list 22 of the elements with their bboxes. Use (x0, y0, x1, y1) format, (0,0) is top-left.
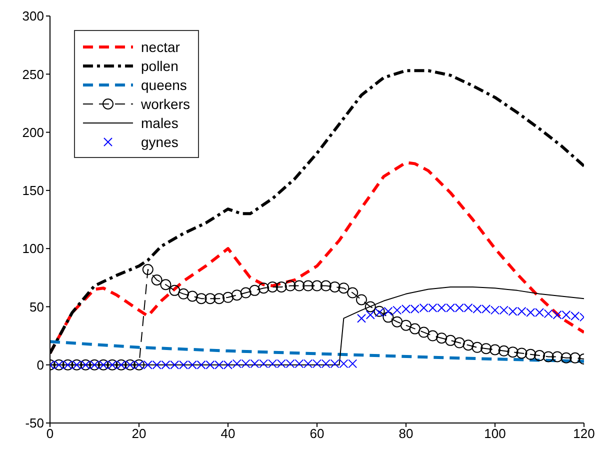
x-tick-label: 120 (573, 426, 595, 442)
x-tick-label: 40 (220, 426, 236, 442)
line-series (50, 340, 584, 363)
y-tick-label: -50 (25, 416, 44, 431)
x-tick-label: 100 (484, 426, 506, 442)
y-tick-label: 200 (22, 124, 44, 140)
legend-label: queens (141, 76, 187, 92)
legend-label: workers (141, 96, 190, 112)
legend-label: gynes (141, 134, 178, 150)
x-tick-label: 80 (398, 426, 414, 442)
x-tick-label: 60 (310, 426, 324, 442)
y-tick-label: 300 (22, 8, 44, 24)
y-tick-label: 50 (30, 299, 44, 314)
legend-label: nectar (141, 38, 180, 54)
y-tick-label: 250 (22, 66, 44, 82)
y-tick-label: 100 (22, 241, 44, 256)
y-tick-label: 150 (22, 183, 44, 198)
x-tick-label: 0 (46, 426, 54, 442)
y-tick-label: 0 (36, 357, 44, 372)
legend-label: pollen (141, 58, 178, 74)
legend-label: males (141, 114, 178, 130)
x-tick-label: 20 (132, 426, 146, 442)
